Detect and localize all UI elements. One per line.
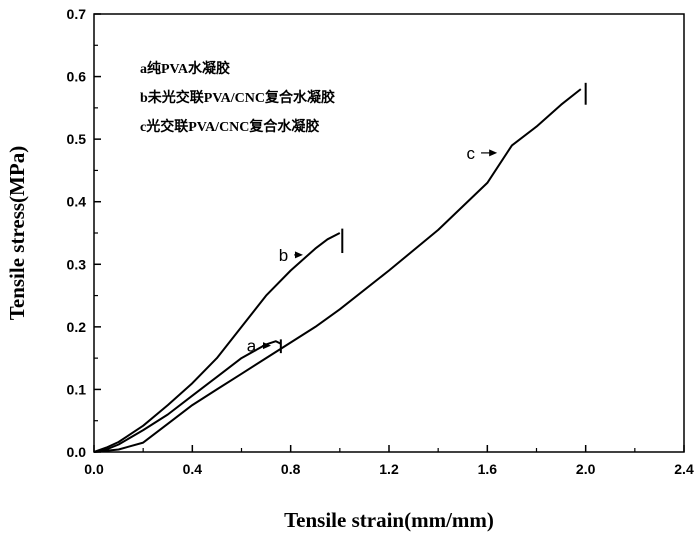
curve-c — [94, 89, 581, 452]
curve-label-a: a — [247, 337, 257, 356]
y-axis-title: Tensile stress(MPa) — [5, 146, 29, 320]
y-tick-label: 0.5 — [67, 131, 87, 147]
legend-text-c: 光交联PVA/CNC复合水凝胶 — [145, 118, 319, 135]
legend-key-b: b — [140, 91, 148, 106]
curve-a — [94, 341, 281, 452]
x-tick-label: 0.8 — [281, 461, 301, 477]
x-tick-label: 1.6 — [478, 461, 498, 477]
legend-text-a: 纯PVA水凝胶 — [147, 60, 230, 77]
legend-key-a: a — [140, 62, 147, 77]
y-tick-label: 0.7 — [67, 6, 87, 22]
legend-text-b: 未光交联PVA/CNC复合水凝胶 — [148, 89, 335, 106]
x-tick-label: 2.0 — [576, 461, 596, 477]
y-tick-label: 0.4 — [67, 194, 87, 210]
x-tick-label: 0.4 — [183, 461, 203, 477]
x-tick-label: 1.2 — [379, 461, 399, 477]
y-tick-label: 0.1 — [67, 381, 87, 397]
y-tick-label: 0.0 — [67, 444, 87, 460]
curves: a b c — [94, 83, 586, 452]
legend: a纯PVA水凝胶 b未光交联PVA/CNC复合水凝胶 c光交联PVA/CNC复合… — [140, 60, 335, 135]
label-arrowhead-c — [489, 149, 497, 156]
curve-b — [94, 233, 340, 452]
y-tick-label: 0.3 — [67, 256, 87, 272]
y-tick-label: 0.6 — [67, 69, 87, 85]
x-tick-label: 0.0 — [84, 461, 104, 477]
label-arrowhead-b — [295, 251, 303, 258]
legend-entry-a: a纯PVA水凝胶 — [140, 60, 230, 77]
legend-entry-b: b未光交联PVA/CNC复合水凝胶 — [140, 89, 335, 106]
x-axis-title: Tensile strain(mm/mm) — [284, 508, 494, 532]
x-tick-label: 2.4 — [674, 461, 694, 477]
plot-frame — [94, 14, 684, 452]
curve-label-b: b — [279, 246, 288, 265]
legend-entry-c: c光交联PVA/CNC复合水凝胶 — [140, 118, 319, 135]
y-tick-label: 0.2 — [67, 319, 87, 335]
curve-label-c: c — [467, 144, 476, 163]
